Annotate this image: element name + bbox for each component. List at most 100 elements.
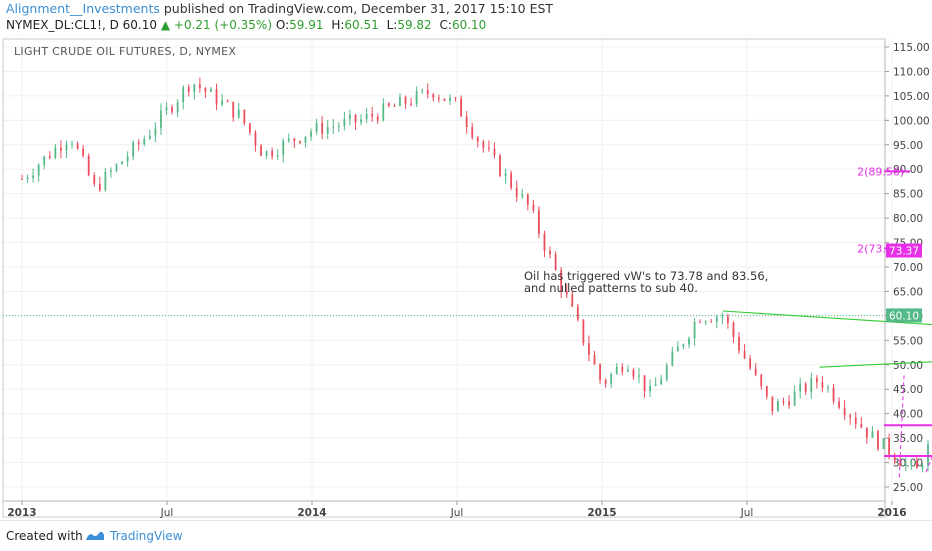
candle-body (699, 322, 701, 323)
candle-body (905, 463, 907, 466)
y-tick-label: 45.00 (893, 384, 923, 396)
candle-body (232, 102, 234, 118)
candle-body (783, 401, 785, 402)
candle-body (744, 351, 746, 358)
candle-body (21, 179, 23, 180)
candle-body (171, 107, 173, 112)
candle-body (599, 364, 601, 380)
candle-body (872, 431, 874, 438)
candle-body (243, 110, 245, 124)
candle-body (249, 123, 251, 132)
candle-body (916, 461, 918, 468)
price-chart[interactable]: LIGHT CRUDE OIL FUTURES, D, NYMEX 25.003… (0, 36, 932, 520)
footer: Created with TradingView (0, 520, 932, 551)
candle-body (838, 401, 840, 407)
candle-body (349, 115, 351, 119)
ohlc-line: NYMEX_DL:CL1!, D 60.10 ▲ +0.21 (+0.35%) … (6, 18, 490, 32)
y-tick-label: 100.00 (893, 115, 930, 127)
candle-body (888, 438, 890, 455)
candle-body (633, 370, 635, 377)
candle-body (805, 384, 807, 392)
up-arrow-icon: ▲ (161, 18, 170, 32)
candle-body (788, 401, 790, 405)
y-tick-label: 35.00 (893, 433, 923, 445)
candle-body (116, 164, 118, 170)
candle-body (71, 144, 73, 145)
candle-body (710, 321, 712, 322)
candle-body (27, 178, 29, 179)
candle-body (460, 99, 462, 117)
candle-body (427, 90, 429, 94)
candle-body (416, 91, 418, 104)
x-tick-label: 2015 (587, 507, 616, 519)
candle-body (310, 132, 312, 137)
annotation-line-2: and nulled patterns to sub 40. (524, 281, 698, 295)
open-value: 59.91 (289, 18, 323, 32)
y-tick-label: 110.00 (893, 66, 930, 78)
candle-body (655, 384, 657, 386)
candle-body (371, 114, 373, 117)
candle-body (288, 138, 290, 140)
last-price: 60.10 (123, 18, 157, 32)
candle-body (849, 415, 851, 417)
candle-body (99, 184, 101, 190)
candle-body (605, 380, 607, 383)
candle-body (771, 396, 773, 411)
candle-body (638, 375, 640, 376)
candle-body (60, 148, 62, 151)
candle-body (143, 139, 145, 144)
author-link[interactable]: Alignment__Investments (6, 1, 160, 16)
y-tick-label: 70.00 (893, 262, 923, 274)
y-tick-label: 95.00 (893, 140, 923, 152)
candle-body (66, 144, 68, 150)
candle-body (799, 384, 801, 392)
candle-body (338, 126, 340, 127)
candle-body (671, 351, 673, 365)
candle-body (844, 408, 846, 416)
y-tick-label: 105.00 (893, 91, 930, 103)
candle-body (77, 144, 79, 149)
candle-body (510, 173, 512, 187)
candle-body (505, 173, 507, 176)
candle-body (410, 104, 412, 105)
candle-body (766, 386, 768, 396)
candle-body (810, 378, 812, 392)
candle-body (177, 102, 179, 112)
candle-body (827, 387, 829, 388)
candle-body (866, 428, 868, 438)
candle-body (227, 101, 229, 102)
candle-body (332, 126, 334, 127)
candle-body (377, 116, 379, 120)
low-value: 59.82 (397, 18, 431, 32)
candle-body (160, 111, 162, 129)
candle-body (210, 89, 212, 92)
candle-body (432, 94, 434, 97)
candle-body (927, 444, 929, 465)
candle-body (588, 343, 590, 355)
tradingview-brand-link[interactable]: TradingView (110, 529, 183, 543)
candle-body (527, 194, 529, 205)
candle-body (54, 148, 56, 158)
candle-body (794, 391, 796, 405)
candle-body (316, 123, 318, 132)
candle-body (382, 103, 384, 120)
candle-body (727, 317, 729, 323)
candle-body (594, 355, 596, 364)
tradingview-logo-icon[interactable] (84, 529, 106, 543)
candle-body (877, 431, 879, 449)
candle-body (627, 370, 629, 372)
last-price-marker-label: 60.10 (889, 310, 919, 322)
x-tick-label: Jul (160, 507, 174, 519)
candle-body (738, 337, 740, 351)
candle-body (577, 306, 579, 319)
candle-body (399, 97, 401, 106)
low-label: L: (387, 18, 398, 32)
x-tick-label: Jul (740, 507, 754, 519)
open-label: O: (276, 18, 289, 32)
candle-body (32, 175, 34, 177)
candle-body (910, 461, 912, 463)
candle-body (777, 401, 779, 411)
x-tick-label: Jul (450, 507, 464, 519)
y-tick-label: 65.00 (893, 286, 923, 298)
candle-body (321, 123, 323, 134)
